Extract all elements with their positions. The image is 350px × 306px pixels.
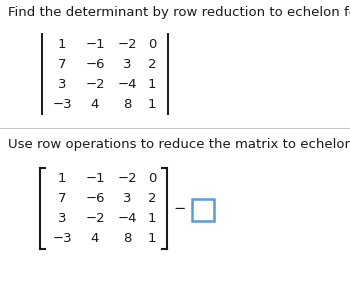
Text: 3: 3	[123, 192, 131, 204]
FancyBboxPatch shape	[192, 199, 214, 221]
Text: −6: −6	[85, 58, 105, 70]
Text: 1: 1	[58, 171, 66, 185]
Text: 1: 1	[148, 232, 156, 244]
Text: 2: 2	[148, 192, 156, 204]
Text: 8: 8	[123, 232, 131, 244]
Text: −1: −1	[85, 171, 105, 185]
Text: −1: −1	[85, 38, 105, 50]
Text: Use row operations to reduce the matrix to echelon form.: Use row operations to reduce the matrix …	[8, 138, 350, 151]
Text: 4: 4	[91, 98, 99, 110]
Text: 0: 0	[148, 171, 156, 185]
Text: 3: 3	[123, 58, 131, 70]
Text: Find the determinant by row reduction to echelon form.: Find the determinant by row reduction to…	[8, 6, 350, 19]
Text: −2: −2	[117, 38, 137, 50]
Text: 7: 7	[58, 58, 66, 70]
Text: −2: −2	[85, 211, 105, 225]
Text: 2: 2	[148, 58, 156, 70]
Text: −2: −2	[117, 171, 137, 185]
Text: 7: 7	[58, 192, 66, 204]
Text: 3: 3	[58, 77, 66, 91]
Text: −3: −3	[52, 98, 72, 110]
Text: 3: 3	[58, 211, 66, 225]
Text: −: −	[174, 201, 186, 216]
Text: −4: −4	[117, 77, 137, 91]
Text: −3: −3	[52, 232, 72, 244]
Text: −4: −4	[117, 211, 137, 225]
Text: 1: 1	[148, 77, 156, 91]
Text: 4: 4	[91, 232, 99, 244]
Text: −6: −6	[85, 192, 105, 204]
Text: −2: −2	[85, 77, 105, 91]
Text: 1: 1	[58, 38, 66, 50]
Text: 0: 0	[148, 38, 156, 50]
Text: 1: 1	[148, 211, 156, 225]
Text: 8: 8	[123, 98, 131, 110]
Text: 1: 1	[148, 98, 156, 110]
